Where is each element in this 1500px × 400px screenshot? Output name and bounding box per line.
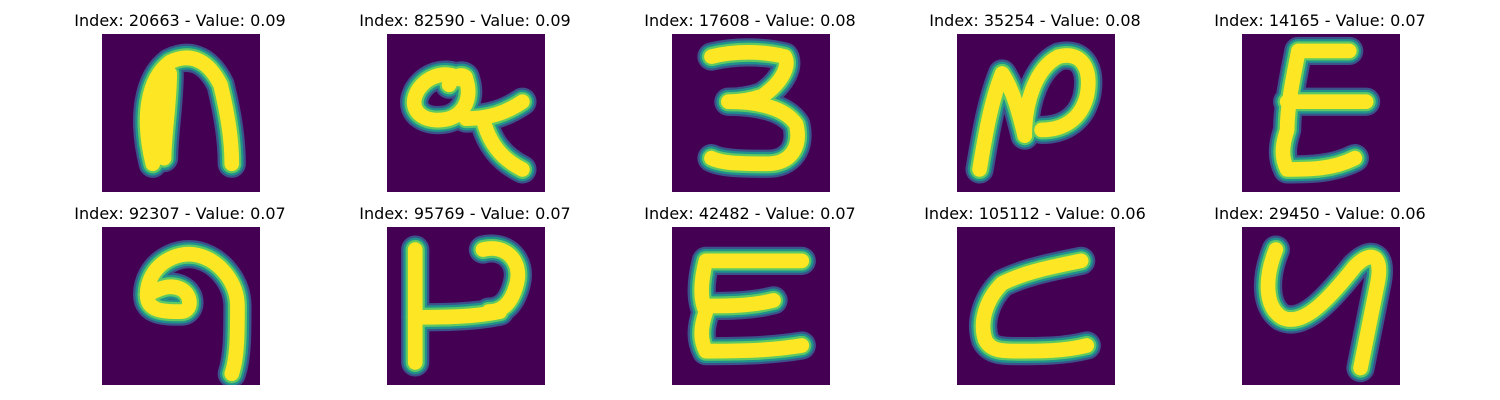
panel-10: Index: 29450 - Value: 0.06 bbox=[1170, 203, 1470, 385]
panel-8: Index: 42482 - Value: 0.07 bbox=[600, 203, 900, 385]
glyph-stroke bbox=[975, 253, 1095, 359]
panel-title: Index: 14165 - Value: 0.07 bbox=[1214, 11, 1426, 30]
digit-glyph bbox=[400, 60, 537, 184]
digit-glyph bbox=[401, 234, 532, 377]
panel-title: Index: 82590 - Value: 0.09 bbox=[359, 11, 571, 30]
panel-7: Index: 95769 - Value: 0.07 bbox=[315, 203, 615, 385]
panel-4: Index: 35254 - Value: 0.08 bbox=[885, 10, 1185, 192]
panel-title: Index: 17608 - Value: 0.08 bbox=[644, 11, 856, 30]
glyph-stroke bbox=[475, 111, 530, 177]
panel-title: Index: 95769 - Value: 0.07 bbox=[359, 204, 571, 223]
glyph-stroke bbox=[698, 293, 781, 314]
digit-image bbox=[672, 227, 830, 385]
digit-image bbox=[1242, 227, 1400, 385]
glyph-stroke bbox=[1017, 48, 1096, 143]
panel-5: Index: 14165 - Value: 0.07 bbox=[1170, 10, 1470, 192]
digit-glyph bbox=[687, 246, 816, 366]
glyph-stroke bbox=[458, 94, 530, 126]
glyph-stroke bbox=[475, 241, 526, 319]
digit-glyph bbox=[1268, 36, 1381, 184]
panel-2: Index: 82590 - Value: 0.09 bbox=[315, 10, 615, 192]
glyph-stroke bbox=[406, 67, 476, 128]
digit-image bbox=[957, 227, 1115, 385]
panel-3: Index: 17608 - Value: 0.08 bbox=[600, 10, 900, 192]
digit-glyph bbox=[133, 240, 252, 385]
panel-9: Index: 105112 - Value: 0.06 bbox=[885, 203, 1185, 385]
glyph-stroke bbox=[139, 279, 197, 319]
glyph-stroke bbox=[143, 66, 178, 166]
digit-glyph bbox=[697, 38, 812, 178]
digit-image bbox=[957, 34, 1115, 192]
digit-image bbox=[102, 34, 260, 192]
digit-image bbox=[672, 34, 830, 192]
panel-6: Index: 92307 - Value: 0.07 bbox=[30, 203, 330, 385]
digit-image bbox=[1242, 34, 1400, 192]
panel-title: Index: 92307 - Value: 0.07 bbox=[74, 204, 286, 223]
panel-title: Index: 105112 - Value: 0.06 bbox=[924, 204, 1146, 223]
panel-title: Index: 42482 - Value: 0.07 bbox=[644, 204, 856, 223]
glyph-stroke bbox=[139, 246, 245, 382]
digit-image bbox=[387, 34, 545, 192]
panel-title: Index: 20663 - Value: 0.09 bbox=[74, 11, 286, 30]
panel-title: Index: 29450 - Value: 0.06 bbox=[1214, 204, 1426, 223]
digit-glyph bbox=[969, 246, 1101, 366]
glyph-stroke bbox=[704, 94, 805, 172]
digit-glyph bbox=[133, 43, 246, 178]
glyph-stroke bbox=[1275, 43, 1363, 177]
glyph-stroke bbox=[1260, 242, 1387, 376]
panel-1: Index: 20663 - Value: 0.09 bbox=[30, 10, 330, 192]
digit-glyph bbox=[1253, 235, 1393, 383]
digit-glyph bbox=[965, 41, 1103, 184]
panel-title: Index: 35254 - Value: 0.08 bbox=[929, 11, 1141, 30]
digit-image bbox=[102, 227, 260, 385]
digit-image bbox=[387, 227, 545, 385]
